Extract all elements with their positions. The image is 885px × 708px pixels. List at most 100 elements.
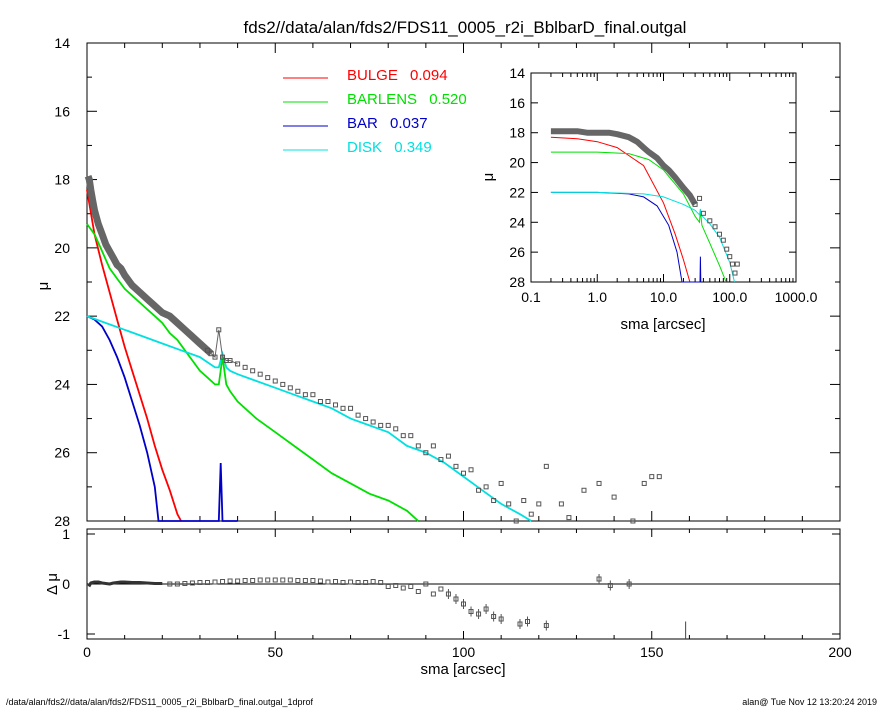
data-point: [287, 385, 293, 391]
residual-point: [517, 621, 523, 627]
data-point: [378, 422, 384, 428]
inset-series-bulge: [550, 136, 691, 283]
residual-x-tick-label: 150: [640, 644, 664, 660]
main-y-tick-label: 18: [54, 172, 70, 188]
residual-point: [430, 591, 436, 597]
main-y-tick-label: 22: [54, 308, 70, 324]
data-point: [208, 351, 214, 357]
data-point: [461, 470, 466, 476]
residual-point: [453, 596, 459, 602]
inset-y-tick-label: 16: [509, 95, 525, 111]
legend-value-barlens: 0.520: [429, 91, 467, 108]
data-point: [227, 358, 233, 364]
residual-x-tick-label: 50: [267, 644, 283, 660]
data-point: [348, 405, 354, 411]
inset-x-tick-label: 1.0: [588, 289, 608, 305]
data-point: [280, 381, 286, 387]
main-y-axis-label: μ: [35, 282, 52, 291]
data-spike-line: [207, 329, 238, 365]
data-point: [235, 361, 241, 367]
legend-name-bulge: BULGE: [347, 67, 398, 84]
inset-y-axis-label: μ: [480, 173, 497, 182]
data-point: [558, 501, 564, 507]
residual-y-tick-label: 0: [62, 576, 70, 592]
inset-y-tick-label: 26: [509, 244, 525, 260]
data-point: [649, 474, 655, 480]
residual-point: [220, 579, 226, 584]
residual-point: [317, 578, 323, 584]
data-point: [310, 392, 316, 398]
residual-point: [461, 601, 466, 607]
residual-point: [498, 616, 504, 622]
legend-name-disk: DISK: [347, 139, 382, 156]
residual-data-points: [87, 574, 687, 639]
data-point: [656, 474, 662, 480]
inset-y-tick-label: 14: [509, 65, 525, 81]
data-point: [385, 422, 391, 428]
legend-value-bar: 0.037: [390, 115, 428, 132]
residual-point: [355, 580, 361, 585]
data-point: [521, 498, 527, 504]
main-y-tick-label: 16: [54, 103, 70, 119]
legend: BULGE 0.094 BARLENS 0.520 BAR 0.037 DISK…: [283, 67, 467, 156]
data-point: [363, 416, 369, 422]
residual-point: [204, 580, 210, 585]
inset-data-point: [712, 224, 718, 230]
residual-point: [543, 623, 549, 628]
inset-data-point: [720, 237, 726, 243]
footer-right: alan@ Tue Nov 12 13:20:24 2019: [742, 697, 877, 707]
footer-left: /data/alan/fds2//data/alan/fds2/FDS11_00…: [6, 697, 314, 707]
residual-point: [280, 577, 286, 583]
data-point: [566, 515, 572, 521]
inset-x-tick-label: 100.0: [712, 289, 747, 305]
inset-data-points: [550, 128, 740, 276]
data-point: [468, 467, 474, 473]
residual-axis-ticks: -1 0 1 0 50 100 150 200: [58, 526, 852, 660]
residual-point: [445, 591, 451, 597]
data-point: [611, 494, 617, 500]
residual-point: [235, 578, 241, 584]
chart-title: fds2//data/alan/fds2/FDS11_0005_r2i_Bblb…: [244, 18, 687, 37]
residual-point: [476, 611, 482, 617]
inset-axis-ticks: 14 16 18 20 22 24 26 280.1 1.0 10.0 100.0 1000.0: [509, 65, 817, 305]
data-point: [528, 511, 534, 517]
residual-point: [250, 578, 256, 583]
series-disk: [86, 315, 532, 522]
main-y-tick-label: 20: [54, 240, 70, 256]
data-point: [355, 412, 361, 418]
residual-point: [340, 580, 346, 585]
data-point: [536, 501, 542, 507]
data-point: [513, 518, 519, 524]
inset-background: [476, 64, 816, 356]
residual-point: [182, 581, 188, 586]
data-point: [317, 399, 323, 404]
inset-data-point: [724, 246, 730, 252]
inset-y-tick-label: 20: [509, 155, 525, 171]
residual-point: [607, 583, 613, 588]
data-point: [498, 480, 504, 486]
data-point: [483, 484, 489, 490]
residual-x-tick-label: 100: [452, 644, 476, 660]
data-point: [257, 371, 263, 377]
inset-y-tick-label: 18: [509, 125, 525, 141]
data-point: [476, 487, 482, 493]
inset-data-point: [734, 261, 740, 267]
residual-point: [167, 581, 173, 587]
inset-data-point: [732, 270, 738, 276]
inset-data-point: [692, 201, 698, 207]
residual-point: [408, 584, 414, 589]
main-y-tick-label: 14: [54, 35, 70, 51]
data-point: [491, 498, 497, 504]
residual-point: [363, 580, 369, 585]
data-point: [302, 392, 308, 398]
data-point: [325, 399, 331, 404]
inset-x-tick-label: 10.0: [650, 289, 677, 305]
inset-x-axis-label: sma [arcsec]: [620, 316, 705, 333]
residual-core-line: [87, 580, 163, 588]
data-point: [393, 426, 399, 432]
residual-point: [197, 580, 203, 585]
residual-y-tick-label: -1: [58, 626, 71, 642]
inset-data-point: [697, 195, 703, 201]
